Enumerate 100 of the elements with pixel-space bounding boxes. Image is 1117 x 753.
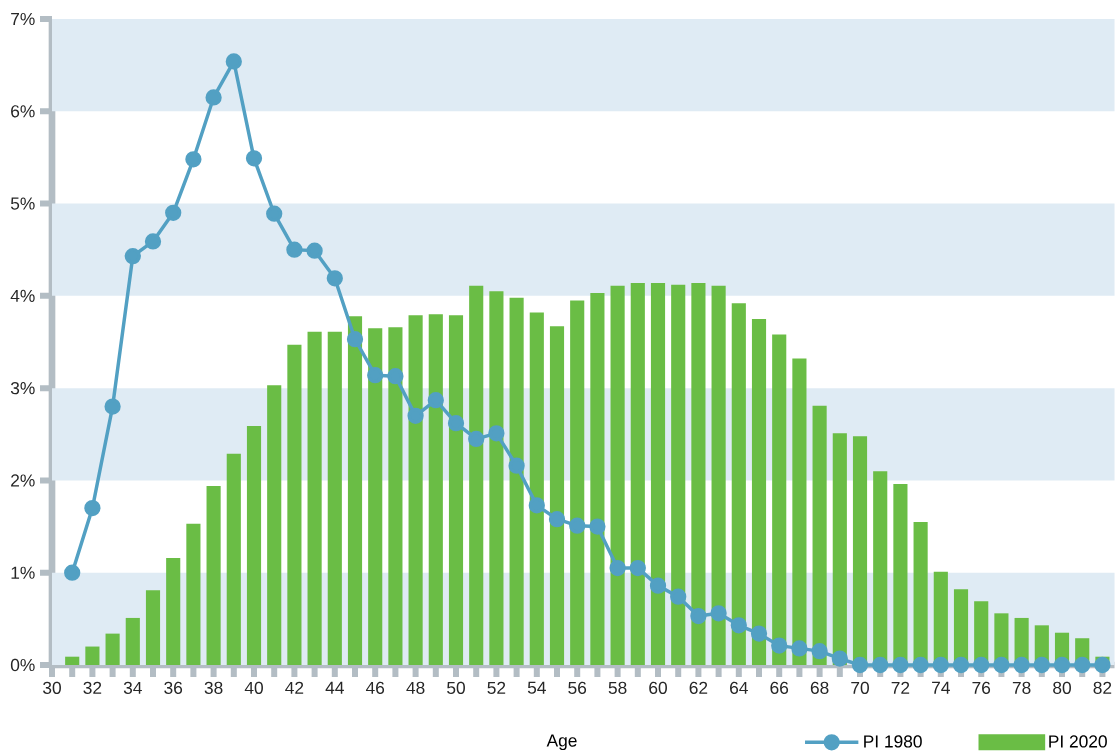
point <box>508 457 525 474</box>
point <box>387 368 404 385</box>
bar <box>85 646 100 665</box>
x-tick-label: 80 <box>1053 681 1071 694</box>
point <box>589 518 606 535</box>
point <box>892 656 909 674</box>
bar <box>428 314 443 665</box>
point <box>771 637 788 654</box>
bar <box>368 328 383 665</box>
x-tick-label: 76 <box>972 681 991 694</box>
x-tick-label: 66 <box>770 681 789 694</box>
bar <box>388 327 403 665</box>
point <box>609 559 626 577</box>
bar <box>751 318 767 665</box>
point <box>973 656 990 674</box>
bar <box>125 617 140 665</box>
bar <box>549 326 565 665</box>
bar <box>267 385 282 665</box>
bar <box>327 331 342 665</box>
bar <box>105 633 120 665</box>
bar <box>307 331 322 665</box>
bar <box>186 523 201 665</box>
x-tick-label: 54 <box>527 681 546 694</box>
point <box>629 559 646 577</box>
y-tick-label: 1% <box>11 566 35 579</box>
point <box>831 650 848 667</box>
point <box>1053 656 1071 674</box>
point <box>245 150 263 167</box>
bar <box>792 358 807 665</box>
bar <box>671 284 686 665</box>
x-tick-label: 68 <box>810 681 829 694</box>
point <box>205 89 222 106</box>
point <box>144 233 162 250</box>
bar <box>509 297 524 665</box>
y-tick-label: 5% <box>10 197 35 210</box>
legend-label: PI 2020 <box>1049 735 1107 748</box>
point <box>912 656 929 674</box>
x-tick-label: 78 <box>1012 681 1031 694</box>
point <box>750 625 768 642</box>
x-tick-label: 64 <box>730 681 748 694</box>
point <box>730 617 747 634</box>
point <box>346 331 364 348</box>
point <box>326 270 343 287</box>
x-tick-label: 82 <box>1093 681 1112 694</box>
bar <box>448 315 464 665</box>
point <box>872 656 889 674</box>
point <box>528 497 545 514</box>
point <box>488 425 505 442</box>
bar <box>570 300 585 665</box>
point <box>64 564 81 581</box>
point <box>952 656 970 674</box>
x-axis-title: Age <box>546 734 577 751</box>
y-tick-label: 4% <box>10 289 35 302</box>
bar <box>590 293 605 665</box>
point <box>185 151 202 168</box>
point <box>104 398 121 415</box>
point <box>367 367 384 384</box>
bar <box>630 282 645 665</box>
bar <box>731 303 746 665</box>
x-tick-label: 58 <box>608 681 627 694</box>
point <box>811 643 828 660</box>
bar <box>711 285 726 665</box>
y-tick-label: 3% <box>10 382 35 395</box>
bar <box>408 315 423 665</box>
bar <box>650 282 666 665</box>
legend-label: PI 1980 <box>864 735 922 748</box>
x-tick-label: 62 <box>689 681 708 694</box>
x-tick-label: 50 <box>447 681 465 694</box>
bar <box>469 285 484 665</box>
bar <box>812 405 827 665</box>
bar <box>347 316 363 665</box>
x-tick-label: 60 <box>649 681 667 694</box>
x-tick-label: 72 <box>891 681 910 694</box>
x-tick-label: 36 <box>164 681 183 694</box>
point <box>1033 656 1050 674</box>
x-tick-label: 42 <box>285 681 304 694</box>
bar <box>226 453 241 665</box>
bar <box>145 590 161 665</box>
point <box>165 204 182 221</box>
bar <box>610 285 625 665</box>
x-tick-label: 34 <box>123 681 142 694</box>
x-tick-label: 52 <box>487 681 506 694</box>
point <box>690 607 707 625</box>
point <box>649 577 667 594</box>
point <box>266 205 283 222</box>
x-tick-label: 44 <box>325 681 344 694</box>
y-tick-label: 7% <box>11 12 35 26</box>
y-tick-label: 6% <box>11 105 35 118</box>
point <box>306 242 323 259</box>
point <box>993 656 1010 674</box>
x-tick-label: 74 <box>932 681 950 694</box>
point <box>225 53 242 70</box>
x-tick-label: 70 <box>851 681 869 694</box>
point <box>791 640 808 657</box>
point <box>468 430 485 448</box>
point <box>286 241 303 258</box>
point <box>1013 656 1030 674</box>
point <box>1094 656 1111 674</box>
x-tick-label: 46 <box>365 681 385 694</box>
x-tick-label: 38 <box>204 681 223 694</box>
